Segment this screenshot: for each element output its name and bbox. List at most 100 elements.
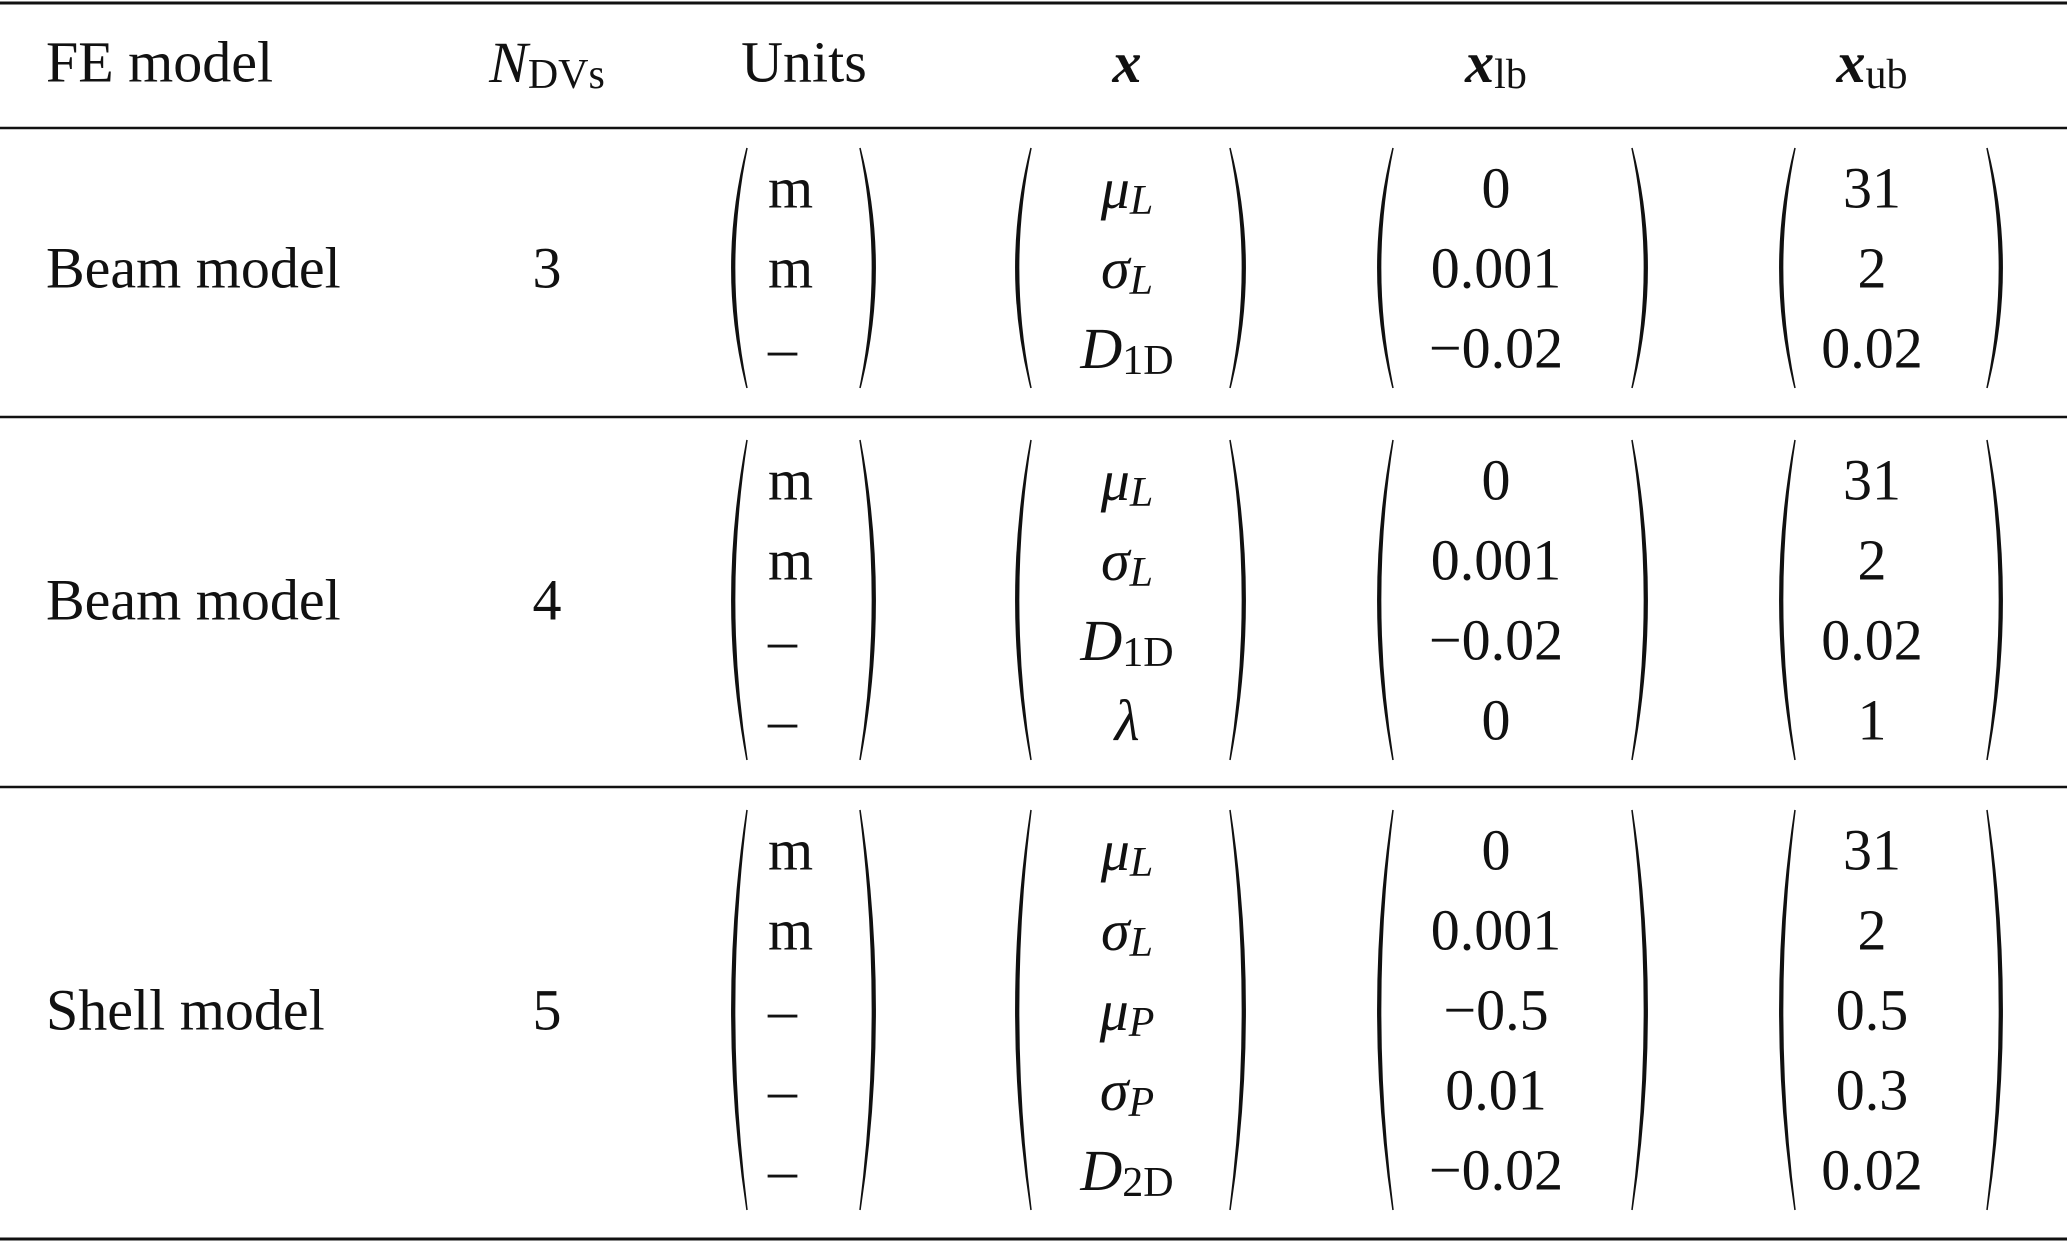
variable: μP: [1099, 978, 1155, 1046]
matrix-bracket: [1377, 809, 1394, 1211]
matrix-bracket: [1779, 147, 1796, 389]
unit: –: [767, 978, 798, 1043]
variable-base: σ: [1101, 236, 1132, 301]
variable: μL: [1100, 818, 1153, 886]
unit: m: [768, 156, 813, 221]
variable-base: λ: [1112, 688, 1139, 753]
upper-bound: 1: [1858, 688, 1887, 753]
variable-subscript: L: [1129, 920, 1153, 966]
matrix-bracket: [859, 147, 876, 389]
upper-bound: 2: [1858, 236, 1887, 301]
lower-bound: 0.001: [1431, 236, 1562, 301]
unit: m: [768, 236, 813, 301]
variable-base: μ: [1100, 818, 1130, 883]
matrix-bracket: [1377, 147, 1394, 389]
matrix-bracket: [1229, 147, 1246, 389]
matrix-bracket: [731, 147, 748, 389]
matrix-bracket: [1015, 809, 1032, 1211]
header-cell-base: x: [1112, 30, 1142, 95]
model-name: Shell model: [46, 978, 325, 1043]
unit: m: [768, 528, 813, 593]
variable-base: D: [1079, 1138, 1122, 1203]
upper-bound: 31: [1843, 448, 1901, 513]
lower-bound: −0.5: [1443, 978, 1548, 1043]
matrix-bracket: [731, 809, 748, 1211]
matrix-bracket: [1631, 147, 1648, 389]
lower-bound: 0.001: [1431, 528, 1562, 593]
unit: m: [768, 898, 813, 963]
lower-bound: 0.001: [1431, 898, 1562, 963]
variable-base: μ: [1100, 448, 1130, 513]
lower-bound: 0: [1482, 448, 1511, 513]
header-cell-base: x: [1464, 30, 1494, 95]
variable-subscript: L: [1129, 550, 1153, 596]
matrix-bracket: [1015, 439, 1032, 761]
matrix-bracket: [859, 439, 876, 761]
header-cell-subscript: ub: [1866, 52, 1908, 98]
matrix-bracket: [859, 809, 876, 1211]
matrix-bracket: [1986, 439, 2003, 761]
model-name: Beam model: [46, 236, 341, 301]
matrix-bracket: [1779, 439, 1796, 761]
variable: σL: [1101, 236, 1153, 304]
variable: D1D: [1079, 608, 1173, 676]
lower-bound: 0: [1482, 156, 1511, 221]
header-cell-subscript: DVs: [528, 52, 605, 98]
model-name: Beam model: [46, 568, 341, 633]
variable-subscript: 2D: [1122, 1160, 1173, 1206]
header-cell: xub: [1836, 30, 1908, 98]
variable: σL: [1101, 898, 1153, 966]
unit: –: [767, 1138, 798, 1203]
dv-count: 5: [533, 978, 562, 1043]
upper-bound: 0.02: [1821, 608, 1923, 673]
variable: σL: [1101, 528, 1153, 596]
variable: λ: [1112, 688, 1139, 753]
variable-subscript: P: [1128, 1000, 1155, 1046]
header-cell-subscript: lb: [1494, 52, 1527, 98]
upper-bound: 31: [1843, 818, 1901, 883]
dv-count: 3: [533, 236, 562, 301]
variable-base: σ: [1100, 1058, 1131, 1123]
matrix-bracket: [1779, 809, 1796, 1211]
variable-base: μ: [1099, 978, 1129, 1043]
matrix-bracket: [1631, 809, 1648, 1211]
header-cell-base: x: [1836, 30, 1866, 95]
header-cell: Units: [741, 30, 867, 95]
unit: –: [767, 316, 798, 381]
matrix-bracket: [731, 439, 748, 761]
variable-base: μ: [1100, 156, 1130, 221]
unit: –: [767, 1058, 798, 1123]
variable-subscript: L: [1129, 470, 1153, 516]
variable-base: D: [1079, 316, 1122, 381]
upper-bound: 0.02: [1821, 316, 1923, 381]
variable-subscript: 1D: [1122, 630, 1173, 676]
upper-bound: 0.02: [1821, 1138, 1923, 1203]
lower-bound: 0: [1482, 688, 1511, 753]
upper-bound: 0.5: [1836, 978, 1909, 1043]
variable: D2D: [1079, 1138, 1173, 1206]
variable: μL: [1100, 156, 1153, 224]
matrix-bracket: [1229, 809, 1246, 1211]
header-cell-base: N: [488, 30, 531, 95]
header-cell: FE model: [46, 30, 273, 95]
variable: D1D: [1079, 316, 1173, 384]
variable-subscript: 1D: [1122, 338, 1173, 384]
lower-bound: 0.01: [1445, 1058, 1547, 1123]
variable-subscript: L: [1129, 840, 1153, 886]
dv-count: 4: [533, 568, 562, 633]
header-cell: x: [1112, 30, 1142, 95]
variable-subscript: P: [1127, 1080, 1154, 1126]
upper-bound: 2: [1858, 528, 1887, 593]
unit: m: [768, 448, 813, 513]
matrix-bracket: [1986, 147, 2003, 389]
unit: m: [768, 818, 813, 883]
matrix-bracket: [1377, 439, 1394, 761]
unit: –: [767, 608, 798, 673]
variable: μL: [1100, 448, 1153, 516]
matrix-bracket: [1986, 809, 2003, 1211]
upper-bound: 2: [1858, 898, 1887, 963]
lower-bound: 0: [1482, 818, 1511, 883]
variable-base: σ: [1101, 528, 1132, 593]
